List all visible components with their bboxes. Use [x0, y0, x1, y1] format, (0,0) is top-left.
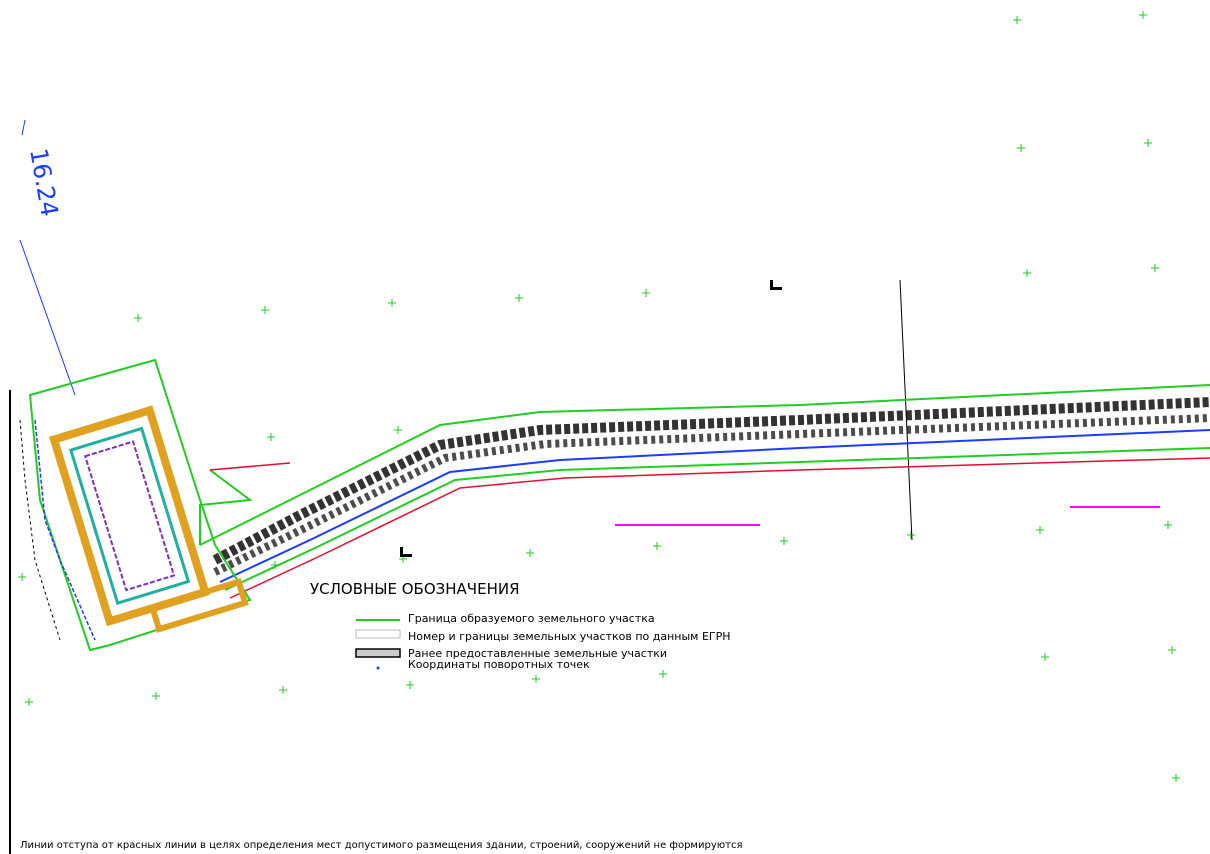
- cross: [515, 294, 523, 302]
- cross: [1172, 774, 1180, 782]
- cross: [394, 426, 402, 434]
- parcel: [19, 358, 252, 652]
- legend-swatch: [355, 629, 401, 639]
- cross: [1017, 144, 1025, 152]
- cross: [388, 299, 396, 307]
- cross: [653, 542, 661, 550]
- note: Линии отступа от красных линии в целях о…: [20, 840, 743, 851]
- dimension-label: 16.24: [24, 146, 64, 219]
- cross: [152, 692, 160, 700]
- legend-item: Граница образуемого земельного участка: [408, 612, 655, 625]
- cross: [642, 289, 650, 297]
- leader-line: [19, 239, 76, 396]
- cross: [25, 698, 33, 706]
- cross: [532, 675, 540, 683]
- leader-tick: [21, 119, 26, 136]
- cross: [659, 670, 667, 678]
- cross: [1151, 264, 1159, 272]
- cross: [279, 686, 287, 694]
- cross: [1013, 16, 1021, 24]
- cross: [526, 549, 534, 557]
- callouts: [615, 506, 1160, 526]
- cross: [1144, 139, 1152, 147]
- legend-swatch: [376, 666, 380, 670]
- cross: [18, 573, 26, 581]
- legend-title: УСЛОВНЫЕ ОБОЗНАЧЕНИЯ: [310, 580, 520, 598]
- cross: [907, 531, 915, 539]
- markers: [400, 280, 782, 557]
- section-line: [899, 279, 913, 541]
- cross: [1139, 11, 1147, 19]
- grid-crosses: [18, 11, 1180, 782]
- cross: [267, 433, 275, 441]
- legend-item: Координаты поворотных точек: [408, 658, 590, 671]
- cross: [134, 314, 142, 322]
- cross: [1164, 521, 1172, 529]
- legend-item: Ранее предоставленные земельные участки: [408, 647, 667, 660]
- cross: [1036, 526, 1044, 534]
- cross: [780, 537, 788, 545]
- cross: [406, 681, 414, 689]
- cross: [261, 306, 269, 314]
- cross: [1168, 646, 1176, 654]
- cross: [1023, 269, 1031, 277]
- legend-swatch: [355, 648, 401, 658]
- cross: [1041, 653, 1049, 661]
- legend-item: Номер и границы земельных участков по да…: [408, 630, 731, 643]
- corridor: [199, 384, 1210, 599]
